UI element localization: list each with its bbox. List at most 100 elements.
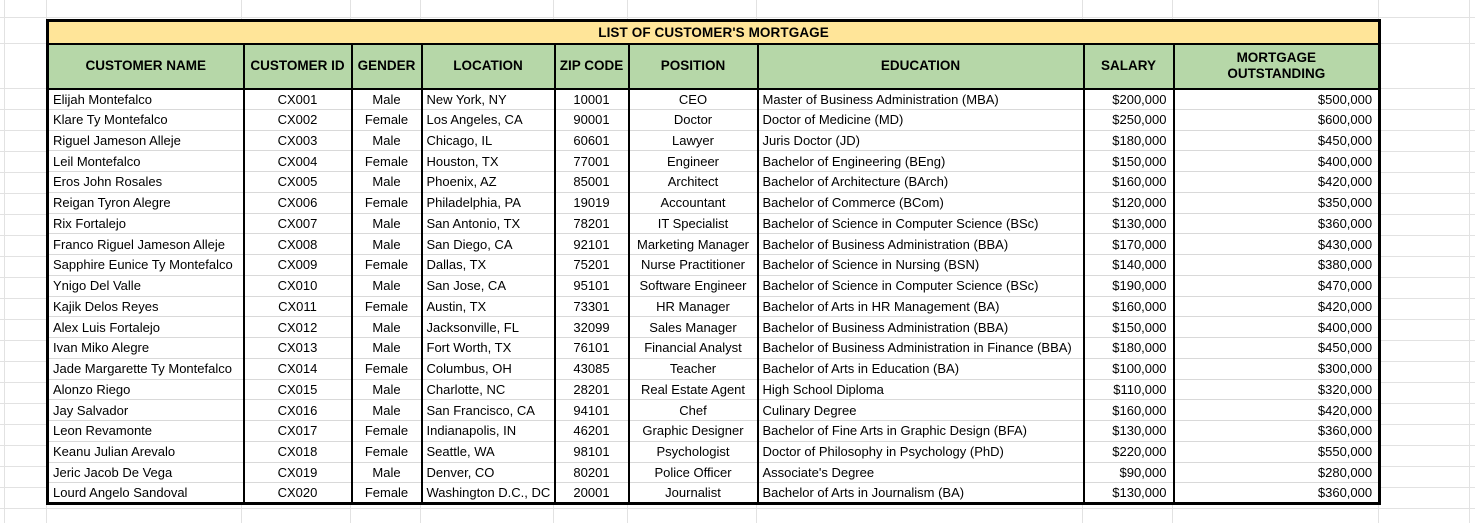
cell-customer_id[interactable]: CX017 xyxy=(242,420,353,442)
cell-salary[interactable]: $180,000 xyxy=(1082,129,1175,152)
cell-mortgage_outstanding[interactable]: $500,000 xyxy=(1172,87,1381,110)
cell-position[interactable]: HR Manager xyxy=(627,295,759,318)
cell-customer_name[interactable]: Alonzo Riego xyxy=(46,378,245,401)
cell-education[interactable]: Bachelor of Business Administration (BBA… xyxy=(756,233,1085,255)
cell-location[interactable]: Austin, TX xyxy=(420,295,556,318)
cell-gender[interactable]: Male xyxy=(350,378,423,401)
cell-gender[interactable]: Male xyxy=(350,461,423,484)
cell-customer_id[interactable]: CX001 xyxy=(242,87,353,110)
cell-education[interactable]: Bachelor of Arts in Education (BA) xyxy=(756,357,1085,380)
column-header-zip_code[interactable]: ZIP CODE xyxy=(553,42,630,90)
cell-gender[interactable]: Female xyxy=(350,150,423,172)
cell-gender[interactable]: Female xyxy=(350,420,423,442)
cell-location[interactable]: Columbus, OH xyxy=(420,357,556,380)
cell-customer_name[interactable]: Riguel Jameson Alleje xyxy=(46,129,245,152)
cell-location[interactable]: Denver, CO xyxy=(420,461,556,484)
column-header-mortgage_outstanding[interactable]: MORTGAGE OUTSTANDING xyxy=(1172,42,1381,90)
cell-position[interactable]: Software Engineer xyxy=(627,274,759,297)
column-header-salary[interactable]: SALARY xyxy=(1082,42,1175,90)
column-header-education[interactable]: EDUCATION xyxy=(756,42,1085,90)
cell-zip_code[interactable]: 85001 xyxy=(553,171,630,193)
cell-location[interactable]: Washington D.C., DC xyxy=(420,482,556,505)
cell-customer_id[interactable]: CX014 xyxy=(242,357,353,380)
cell-customer_name[interactable]: Elijah Montefalco xyxy=(46,87,245,110)
cell-gender[interactable]: Male xyxy=(350,316,423,338)
cell-salary[interactable]: $160,000 xyxy=(1082,171,1175,193)
cell-gender[interactable]: Female xyxy=(350,357,423,380)
cell-location[interactable]: San Jose, CA xyxy=(420,274,556,297)
column-header-customer_id[interactable]: CUSTOMER ID xyxy=(242,42,353,90)
cell-zip_code[interactable]: 78201 xyxy=(553,212,630,235)
cell-customer_name[interactable]: Leil Montefalco xyxy=(46,150,245,172)
cell-education[interactable]: Juris Doctor (JD) xyxy=(756,129,1085,152)
cell-zip_code[interactable]: 28201 xyxy=(553,378,630,401)
cell-education[interactable]: Culinary Degree xyxy=(756,399,1085,421)
cell-customer_id[interactable]: CX016 xyxy=(242,399,353,421)
cell-gender[interactable]: Male xyxy=(350,274,423,297)
cell-customer_name[interactable]: Klare Ty Montefalco xyxy=(46,108,245,131)
cell-position[interactable]: Police Officer xyxy=(627,461,759,484)
table-title[interactable]: LIST OF CUSTOMER'S MORTGAGE xyxy=(46,19,1381,45)
cell-zip_code[interactable]: 32099 xyxy=(553,316,630,338)
cell-education[interactable]: Doctor of Philosophy in Psychology (PhD) xyxy=(756,440,1085,463)
cell-position[interactable]: Engineer xyxy=(627,150,759,172)
cell-position[interactable]: Accountant xyxy=(627,191,759,214)
cell-mortgage_outstanding[interactable]: $280,000 xyxy=(1172,461,1381,484)
cell-education[interactable]: Associate's Degree xyxy=(756,461,1085,484)
cell-customer_name[interactable]: Reigan Tyron Alegre xyxy=(46,191,245,214)
cell-mortgage_outstanding[interactable]: $420,000 xyxy=(1172,171,1381,193)
cell-gender[interactable]: Male xyxy=(350,233,423,255)
cell-education[interactable]: Bachelor of Arts in HR Management (BA) xyxy=(756,295,1085,318)
cell-position[interactable]: Nurse Practitioner xyxy=(627,254,759,276)
cell-zip_code[interactable]: 80201 xyxy=(553,461,630,484)
cell-salary[interactable]: $150,000 xyxy=(1082,150,1175,172)
cell-customer_id[interactable]: CX018 xyxy=(242,440,353,463)
cell-education[interactable]: Bachelor of Science in Computer Science … xyxy=(756,212,1085,235)
cell-salary[interactable]: $100,000 xyxy=(1082,357,1175,380)
cell-zip_code[interactable]: 43085 xyxy=(553,357,630,380)
cell-mortgage_outstanding[interactable]: $360,000 xyxy=(1172,212,1381,235)
cell-salary[interactable]: $90,000 xyxy=(1082,461,1175,484)
cell-salary[interactable]: $190,000 xyxy=(1082,274,1175,297)
cell-education[interactable]: Bachelor of Business Administration (BBA… xyxy=(756,316,1085,338)
cell-customer_id[interactable]: CX019 xyxy=(242,461,353,484)
cell-mortgage_outstanding[interactable]: $400,000 xyxy=(1172,150,1381,172)
cell-location[interactable]: Fort Worth, TX xyxy=(420,337,556,359)
cell-customer_name[interactable]: Jeric Jacob De Vega xyxy=(46,461,245,484)
cell-zip_code[interactable]: 46201 xyxy=(553,420,630,442)
cell-education[interactable]: Bachelor of Business Administration in F… xyxy=(756,337,1085,359)
cell-salary[interactable]: $250,000 xyxy=(1082,108,1175,131)
cell-education[interactable]: Bachelor of Science in Nursing (BSN) xyxy=(756,254,1085,276)
cell-position[interactable]: CEO xyxy=(627,87,759,110)
cell-gender[interactable]: Female xyxy=(350,295,423,318)
cell-position[interactable]: Lawyer xyxy=(627,129,759,152)
cell-customer_name[interactable]: Rix Fortalejo xyxy=(46,212,245,235)
column-header-customer_name[interactable]: CUSTOMER NAME xyxy=(46,42,245,90)
cell-customer_id[interactable]: CX020 xyxy=(242,482,353,505)
cell-education[interactable]: High School Diploma xyxy=(756,378,1085,401)
cell-salary[interactable]: $130,000 xyxy=(1082,482,1175,505)
cell-mortgage_outstanding[interactable]: $360,000 xyxy=(1172,482,1381,505)
cell-customer_id[interactable]: CX015 xyxy=(242,378,353,401)
cell-position[interactable]: Marketing Manager xyxy=(627,233,759,255)
cell-zip_code[interactable]: 77001 xyxy=(553,150,630,172)
cell-customer_name[interactable]: Leon Revamonte xyxy=(46,420,245,442)
cell-education[interactable]: Bachelor of Architecture (BArch) xyxy=(756,171,1085,193)
cell-customer_name[interactable]: Keanu Julian Arevalo xyxy=(46,440,245,463)
cell-zip_code[interactable]: 95101 xyxy=(553,274,630,297)
cell-mortgage_outstanding[interactable]: $400,000 xyxy=(1172,316,1381,338)
cell-customer_name[interactable]: Kajik Delos Reyes xyxy=(46,295,245,318)
cell-position[interactable]: Graphic Designer xyxy=(627,420,759,442)
cell-location[interactable]: San Francisco, CA xyxy=(420,399,556,421)
cell-gender[interactable]: Female xyxy=(350,191,423,214)
cell-customer_name[interactable]: Jade Margarette Ty Montefalco xyxy=(46,357,245,380)
cell-salary[interactable]: $160,000 xyxy=(1082,295,1175,318)
cell-gender[interactable]: Female xyxy=(350,108,423,131)
cell-customer_id[interactable]: CX012 xyxy=(242,316,353,338)
cell-zip_code[interactable]: 98101 xyxy=(553,440,630,463)
column-header-location[interactable]: LOCATION xyxy=(420,42,556,90)
cell-location[interactable]: New York, NY xyxy=(420,87,556,110)
cell-gender[interactable]: Male xyxy=(350,87,423,110)
cell-customer_id[interactable]: CX010 xyxy=(242,274,353,297)
cell-mortgage_outstanding[interactable]: $420,000 xyxy=(1172,295,1381,318)
